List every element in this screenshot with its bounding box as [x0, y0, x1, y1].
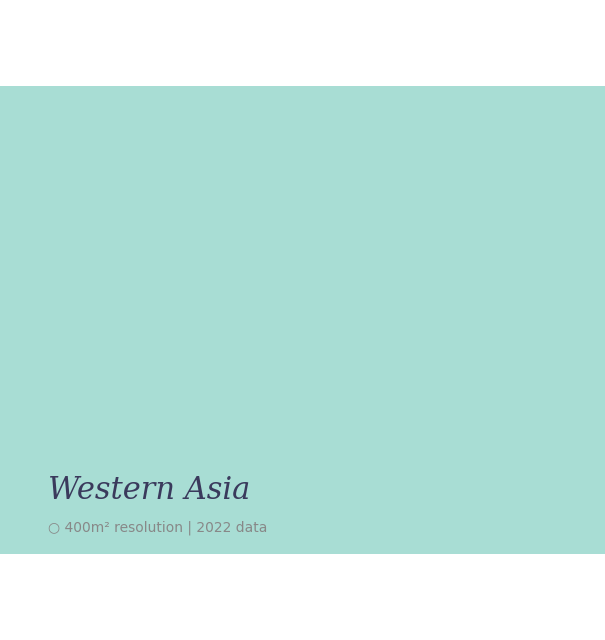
Text: Western Asia: Western Asia [48, 475, 250, 506]
Text: ○ 400m² resolution | 2022 data: ○ 400m² resolution | 2022 data [48, 520, 268, 534]
